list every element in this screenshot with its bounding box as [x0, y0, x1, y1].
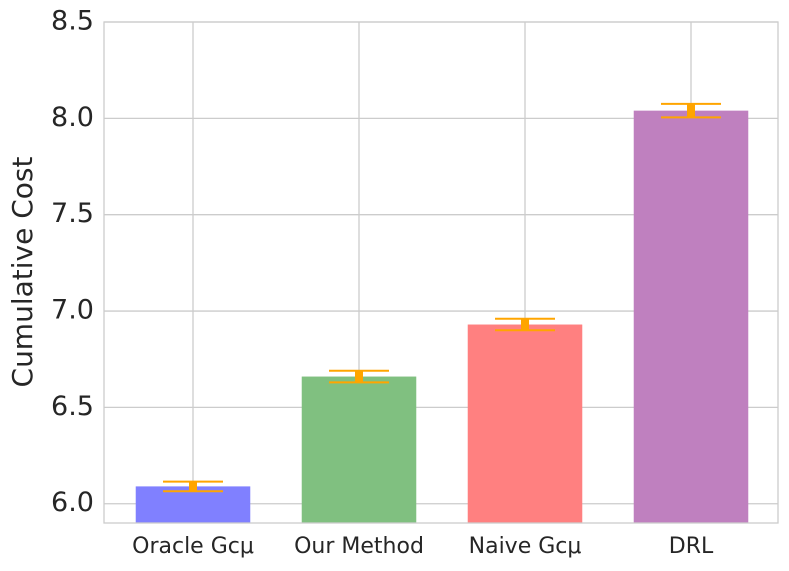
bar [135, 486, 251, 523]
x-tick-label: Our Method [294, 534, 424, 559]
x-tick-label: Oracle Gcμ [132, 534, 254, 559]
bar [301, 376, 417, 523]
y-tick-label: 7.0 [51, 295, 94, 326]
bar [633, 110, 749, 523]
y-tick-label: 6.0 [51, 487, 94, 518]
x-tick-label: DRL [669, 534, 714, 559]
plot-frame [103, 21, 779, 524]
y-tick-label: 8.0 [51, 102, 94, 133]
bar [467, 324, 583, 523]
x-tick-label: Naive Gcμ [469, 534, 582, 559]
y-tick-label: 7.5 [51, 198, 94, 229]
y-axis-label: Cumulative Cost [6, 157, 39, 388]
y-tick-label: 8.5 [51, 6, 94, 37]
y-tick-label: 6.5 [51, 391, 94, 422]
